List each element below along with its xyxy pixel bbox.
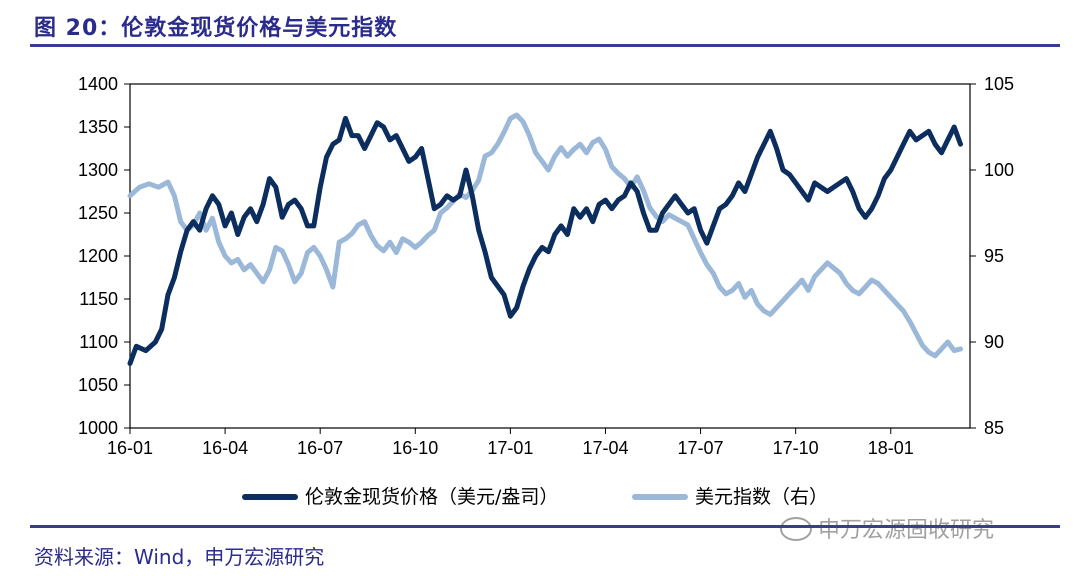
x-tick-label: 16-04 (202, 438, 248, 458)
chart-title: 图 20：伦敦金现货价格与美元指数 (34, 16, 398, 41)
y-left-tick-label: 1150 (79, 289, 118, 309)
y-left-tick-label: 1250 (78, 203, 118, 223)
watermark: 申万宏源固收研究 (780, 512, 994, 544)
y-right-tick-label: 85 (984, 418, 1004, 438)
x-tick-label: 17-10 (773, 438, 819, 458)
watermark-text: 申万宏源固收研究 (818, 518, 995, 543)
x-tick-label: 17-04 (582, 438, 628, 458)
y-left-tick-label: 1050 (78, 375, 118, 395)
dollar-index-line (127, 112, 963, 359)
title-rule (30, 44, 1060, 47)
wechat-icon (780, 517, 812, 541)
gold-price-line (127, 115, 963, 366)
y-left-tick-label: 1200 (78, 246, 118, 266)
x-tick-label: 17-01 (487, 438, 533, 458)
source-note: 资料来源：Wind，申万宏源研究 (34, 545, 325, 569)
y-left-tick-label: 1000 (78, 418, 118, 438)
y-right-tick-label: 105 (984, 74, 1014, 94)
y-right-tick-label: 100 (984, 160, 1014, 180)
legend-dxy-label: 美元指数（右） (695, 486, 828, 508)
footer-rule (30, 525, 1060, 528)
plot-frame (129, 83, 971, 429)
legend-gold-label: 伦敦金现货价格（美元/盎司） (305, 486, 558, 508)
y-left-tick-label: 1350 (78, 117, 118, 137)
x-tick-label: 16-01 (107, 438, 153, 458)
x-tick-label: 16-10 (392, 438, 438, 458)
y-left-tick-label: 1400 (78, 74, 118, 94)
x-tick-label: 18-01 (868, 438, 914, 458)
y-left-tick-label: 1300 (78, 160, 118, 180)
y-right-tick-label: 90 (984, 332, 1004, 352)
y-left-tick-label: 1100 (79, 332, 118, 352)
x-tick-label: 16-07 (297, 438, 343, 458)
x-tick-label: 17-07 (678, 438, 724, 458)
y-right-tick-label: 95 (984, 246, 1004, 266)
